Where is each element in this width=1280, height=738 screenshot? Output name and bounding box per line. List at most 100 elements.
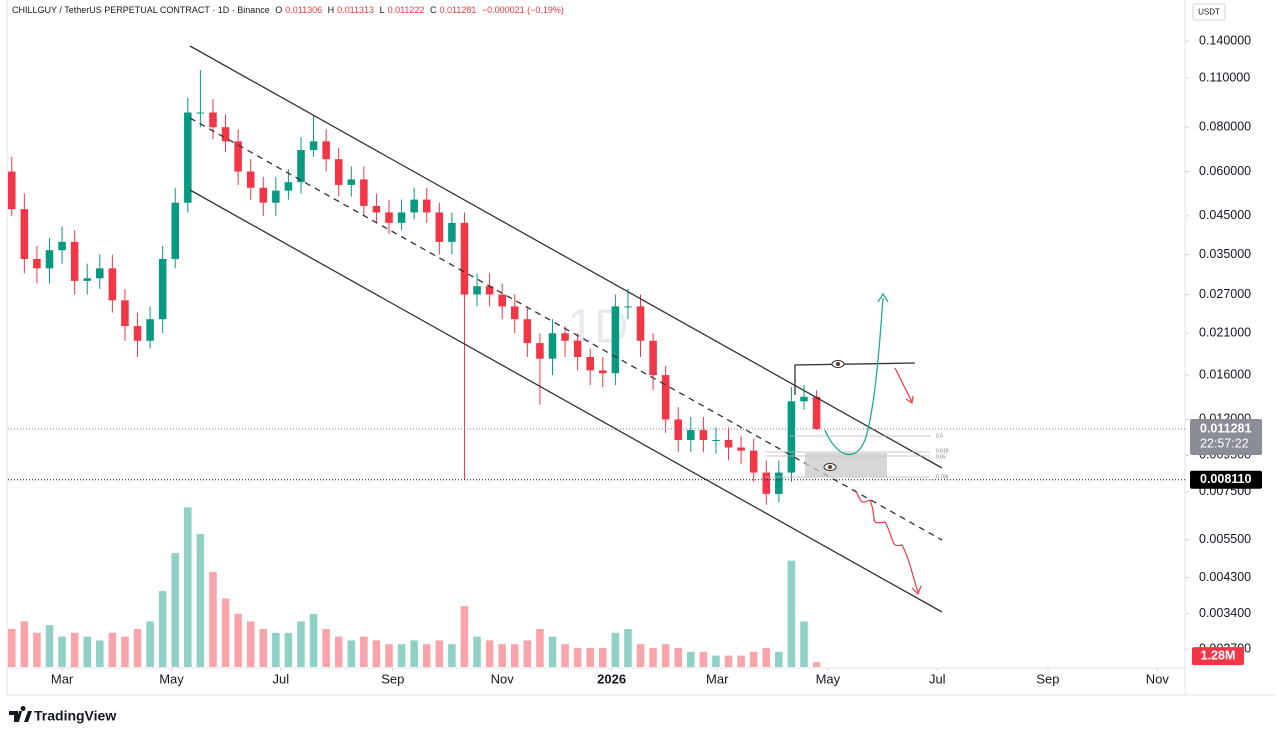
candle-body xyxy=(58,241,66,251)
x-tick-label: Mar xyxy=(51,671,74,686)
candle-body xyxy=(573,340,582,357)
last-price-box xyxy=(1190,418,1262,455)
candle-body xyxy=(661,375,670,420)
eye-pupil xyxy=(828,465,832,469)
currency: USDT xyxy=(1198,8,1220,17)
volume-bar xyxy=(33,632,41,667)
volume-bar xyxy=(573,648,582,667)
candle-body xyxy=(146,319,154,341)
volume-label: 1.28M xyxy=(1201,648,1236,662)
volume-bar xyxy=(687,651,695,667)
candle-body xyxy=(448,222,456,242)
candle-body xyxy=(8,171,16,210)
ohlc-key: L xyxy=(379,5,385,15)
volume-bar xyxy=(749,651,758,667)
volume-bar xyxy=(473,636,481,667)
currency-button[interactable] xyxy=(1192,3,1226,21)
candle-body xyxy=(372,205,381,213)
volume-bar xyxy=(45,625,54,667)
candle-body xyxy=(209,112,217,128)
x-tick-label: 2026 xyxy=(597,671,626,686)
volume-bar xyxy=(360,636,368,667)
volume-bar xyxy=(108,632,117,667)
y-tick-label: 0.021000 xyxy=(1199,326,1251,340)
candle-body xyxy=(523,319,532,344)
candle-body xyxy=(699,430,708,441)
candle-body xyxy=(536,343,544,359)
bear-arrow-small xyxy=(894,367,914,405)
volume-bar xyxy=(762,648,771,667)
candle-body xyxy=(485,286,494,295)
candle-body xyxy=(184,112,192,203)
ohlc-value: 0.011306 xyxy=(285,5,323,15)
volume-bar xyxy=(309,613,318,667)
candle-body xyxy=(246,171,255,188)
candle-body xyxy=(133,326,142,341)
volume-bar xyxy=(246,621,255,667)
y-tick-label: 0.005500 xyxy=(1199,532,1251,546)
volume-bar xyxy=(636,644,645,667)
volume-bar xyxy=(121,636,129,667)
y-tick-label: 0.140000 xyxy=(1199,33,1251,47)
candle-body xyxy=(712,440,720,442)
candle-body xyxy=(586,356,594,371)
candle-body xyxy=(787,401,796,473)
volume-bar xyxy=(448,644,456,667)
volume-bar xyxy=(234,613,242,667)
volume-bar xyxy=(158,591,167,667)
candle-body xyxy=(410,199,418,213)
volume-bar xyxy=(96,640,104,667)
last-price-label: 0.011281 xyxy=(1200,421,1251,435)
candle-body xyxy=(422,199,431,213)
volume-bar xyxy=(561,644,569,667)
candle-body xyxy=(221,127,230,142)
volume-bar xyxy=(510,644,519,667)
symbol: CHILLGUY / TetherUS PERPETUAL CONTRACT ·… xyxy=(12,5,270,15)
volume-bar xyxy=(724,655,733,667)
ohlc-key: O xyxy=(275,5,283,15)
volume-bar xyxy=(435,640,444,667)
candle-body xyxy=(158,259,167,320)
candle-body xyxy=(284,182,293,191)
candle-body xyxy=(498,294,506,307)
candle-body xyxy=(33,259,41,269)
candle-body xyxy=(309,141,318,150)
candle-body xyxy=(473,286,481,295)
y-tick-label: 0.060000 xyxy=(1199,164,1251,178)
x-tick-label: Sep xyxy=(381,671,404,686)
volume-bar xyxy=(397,644,406,667)
change: −0.000021 (−0.19%) xyxy=(481,5,564,15)
fib-label: 0.786 xyxy=(936,474,949,480)
volume-bar xyxy=(599,648,607,667)
candle-body xyxy=(611,306,620,374)
fib-label: 0.618 xyxy=(936,448,949,454)
volume-bar xyxy=(334,636,343,667)
x-tick-label: Jul xyxy=(929,671,946,686)
volume-bar xyxy=(712,655,720,667)
candle-body xyxy=(762,472,771,494)
volume-bar xyxy=(133,629,142,667)
candle-body xyxy=(45,250,54,269)
channel-top xyxy=(189,45,943,469)
x-tick-label: Jul xyxy=(273,671,290,686)
volume-bar xyxy=(812,662,821,667)
candle-body xyxy=(259,187,268,203)
candle-body xyxy=(435,212,444,242)
bull-arrow xyxy=(877,292,889,303)
bear-path xyxy=(854,489,922,596)
candle-body xyxy=(234,141,242,172)
candle-body xyxy=(561,333,569,341)
candle-body xyxy=(385,212,393,223)
volume-bar xyxy=(611,632,620,667)
candle-body xyxy=(108,268,117,301)
candle-body xyxy=(196,112,205,114)
candle-body xyxy=(322,141,330,160)
candle-body xyxy=(599,370,607,374)
volume-label-box xyxy=(1192,647,1244,666)
ohlc-value: 0.011222 xyxy=(387,5,425,15)
y-tick-label: 0.035000 xyxy=(1199,247,1251,261)
y-tick-label: 0.027000 xyxy=(1199,287,1251,301)
bull-path xyxy=(824,297,884,455)
volume-bar xyxy=(485,640,494,667)
